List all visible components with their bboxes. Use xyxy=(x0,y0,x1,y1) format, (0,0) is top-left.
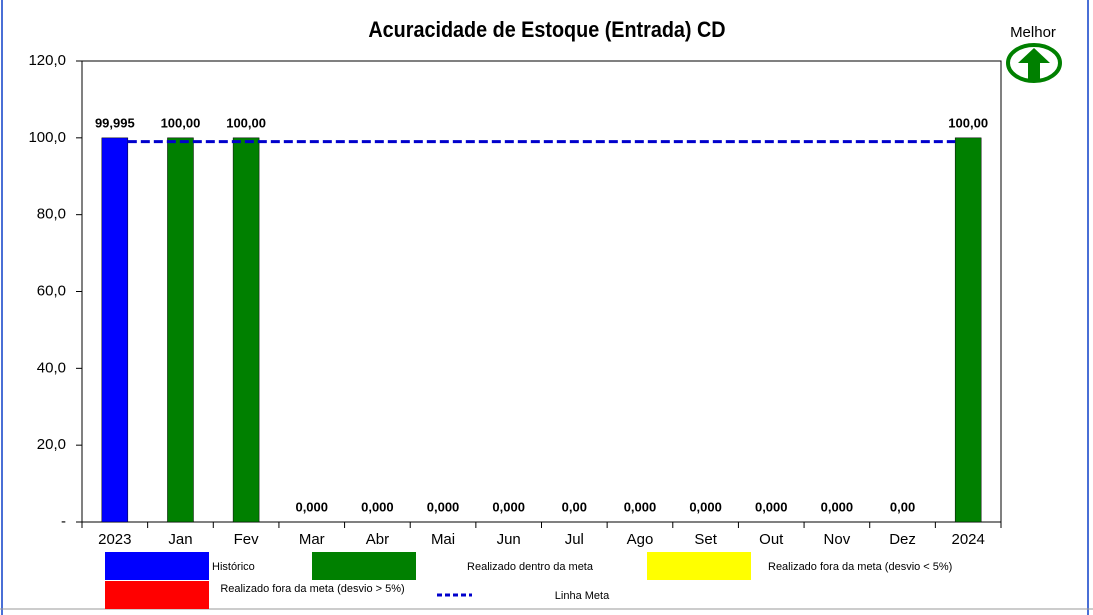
legend-label: Linha Meta xyxy=(555,590,610,602)
x-tick-label: Out xyxy=(759,531,784,548)
y-tick-label: 40,0 xyxy=(37,359,66,376)
better-icon xyxy=(1006,43,1062,83)
value-label: 100,00 xyxy=(226,115,266,130)
x-tick-label: 2023 xyxy=(98,531,131,548)
y-tick-label: 80,0 xyxy=(37,206,66,223)
value-label: 0,000 xyxy=(361,499,394,514)
legend-label-box: Realizado fora da meta (desvio > 5%) xyxy=(220,583,405,595)
y-tick-label: 60,0 xyxy=(37,282,66,299)
value-label: 0,000 xyxy=(295,499,328,514)
value-label: 0,00 xyxy=(890,499,915,514)
bar xyxy=(954,137,982,523)
value-label: 0,000 xyxy=(427,499,460,514)
legend-swatch xyxy=(312,552,416,580)
x-tick-label: 2024 xyxy=(951,531,984,548)
x-tick-label: Ago xyxy=(627,531,654,548)
x-tick-label: Nov xyxy=(824,531,851,548)
value-label: 99,995 xyxy=(95,115,135,130)
value-label: 0,000 xyxy=(755,499,788,514)
chart-title: Acuracidade de Estoque (Entrada) CD xyxy=(368,18,725,42)
bar xyxy=(101,137,129,523)
legend-label: Histórico xyxy=(212,561,255,573)
legend-swatch xyxy=(105,581,209,609)
x-tick-label: Mai xyxy=(431,531,455,548)
x-tick-label: Mar xyxy=(299,531,325,548)
value-label: 100,00 xyxy=(948,115,988,130)
y-tick-label: - xyxy=(61,513,66,530)
legend-label: Realizado fora da meta (desvio < 5%) xyxy=(768,561,952,573)
bar xyxy=(167,137,194,523)
y-tick-label: 120,0 xyxy=(28,52,66,69)
x-tick-label: Abr xyxy=(366,531,389,548)
x-tick-label: Jan xyxy=(168,531,192,548)
value-label: 0,00 xyxy=(562,499,587,514)
y-tick-label: 100,0 xyxy=(28,129,66,146)
x-tick-label: Set xyxy=(694,531,717,548)
bar xyxy=(232,137,260,523)
x-tick-label: Jul xyxy=(565,531,584,548)
value-label: 0,000 xyxy=(624,499,657,514)
x-tick-label: Jun xyxy=(497,531,521,548)
value-label: 0,000 xyxy=(492,499,525,514)
x-tick-label: Fev xyxy=(234,531,260,548)
y-tick-label: 20,0 xyxy=(37,436,66,453)
value-label: 100,00 xyxy=(161,115,201,130)
legend-label: Realizado fora da meta (desvio > 5%) xyxy=(220,583,405,595)
x-tick-label: Dez xyxy=(889,531,916,548)
legend-label: Realizado dentro da meta xyxy=(467,561,594,573)
value-label: 0,000 xyxy=(689,499,722,514)
legend-swatch xyxy=(105,552,209,580)
value-label: 0,000 xyxy=(821,499,854,514)
legend-swatch xyxy=(647,552,751,580)
corner-label: Melhor xyxy=(1010,24,1056,41)
